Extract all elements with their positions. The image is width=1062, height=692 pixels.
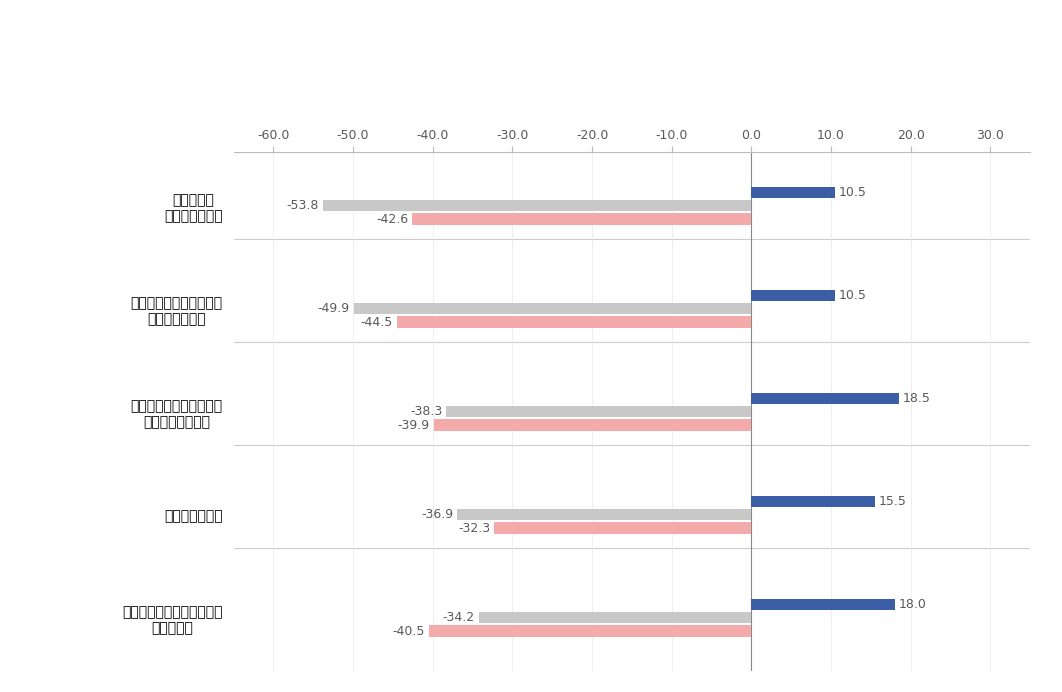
Bar	[751, 290, 835, 301]
Bar	[323, 200, 751, 212]
Bar	[751, 187, 835, 198]
Bar	[412, 214, 751, 225]
Text: -32.3: -32.3	[458, 522, 490, 535]
Bar	[458, 509, 751, 520]
Bar	[479, 612, 751, 623]
Bar	[751, 599, 894, 610]
Bar	[751, 495, 875, 507]
Text: 15.5: 15.5	[878, 495, 907, 508]
Bar	[494, 522, 751, 534]
Bar	[397, 316, 751, 328]
Text: 10.5: 10.5	[839, 289, 867, 302]
Bar	[433, 419, 751, 431]
Text: -34.2: -34.2	[443, 611, 475, 624]
Bar	[751, 392, 898, 404]
Bar	[446, 406, 751, 417]
Bar	[354, 303, 751, 314]
Text: -38.3: -38.3	[410, 406, 442, 418]
Text: -44.5: -44.5	[361, 316, 393, 329]
Text: -49.9: -49.9	[318, 302, 349, 316]
Text: 18.0: 18.0	[898, 598, 926, 611]
Text: -40.5: -40.5	[393, 625, 425, 637]
Text: 18.5: 18.5	[903, 392, 930, 405]
Text: -42.6: -42.6	[376, 212, 408, 226]
Text: 10.5: 10.5	[839, 186, 867, 199]
Text: -36.9: -36.9	[422, 508, 453, 521]
Bar	[429, 626, 751, 637]
Text: -53.8: -53.8	[287, 199, 319, 212]
Text: -39.9: -39.9	[397, 419, 429, 432]
